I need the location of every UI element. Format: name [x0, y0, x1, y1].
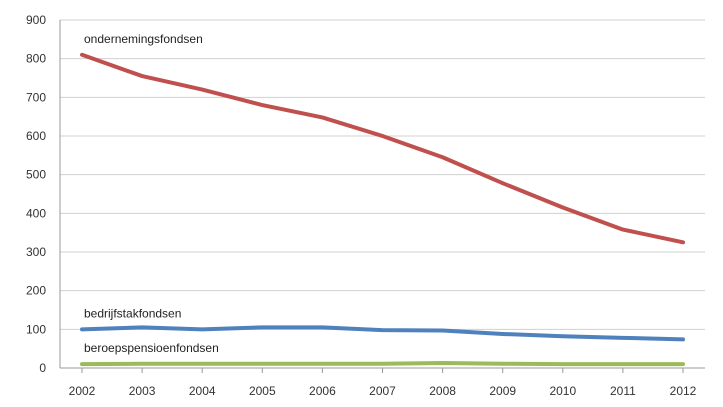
x-tick-label-2002: 2002	[69, 384, 96, 398]
x-tick-label-2012: 2012	[670, 384, 697, 398]
x-tick-label-2005: 2005	[249, 384, 276, 398]
series-label-bedrijfstakfondsen: bedrijfstakfondsen	[84, 306, 181, 320]
y-tick-label-700: 700	[26, 90, 46, 104]
series-labels: ondernemingsfondsen bedrijfstakfondsen ber…	[84, 32, 219, 355]
y-tick-label-0: 0	[39, 361, 46, 375]
x-tick-label-2011: 2011	[610, 384, 636, 398]
x-tick-label-2009: 2009	[489, 384, 516, 398]
x-tick-label-2010: 2010	[549, 384, 576, 398]
x-tick-label-2003: 2003	[129, 384, 156, 398]
y-tick-label-300: 300	[26, 245, 46, 259]
axes: 0 100 200 300 400 500 600 700 800 900 2002 2003 2004…	[26, 13, 697, 398]
series-line-ondernemingsfondsen	[80, 52, 685, 245]
series-label-ondernemingsfondsen: ondernemingsfondsen	[84, 32, 203, 46]
y-tick-label-400: 400	[26, 206, 46, 220]
x-tick-label-2008: 2008	[429, 384, 456, 398]
y-tick-label-600: 600	[26, 129, 46, 143]
x-tick-label-2006: 2006	[309, 384, 336, 398]
y-tick-label-100: 100	[26, 322, 46, 336]
x-tick-label-2004: 2004	[189, 384, 216, 398]
y-tick-label-500: 500	[26, 168, 46, 182]
series-line-beroepspensioenfondsen	[80, 360, 685, 367]
y-tick-label-200: 200	[26, 284, 46, 298]
x-tick-label-2007: 2007	[369, 384, 396, 398]
series-label-beroepspensioenfondsen: beroepspensioenfondsen	[84, 341, 219, 355]
series-line-bedrijfstakfondsen	[80, 325, 685, 342]
y-tick-label-800: 800	[26, 52, 46, 66]
y-tick-label-900: 900	[26, 13, 46, 27]
series-lines	[80, 52, 685, 367]
